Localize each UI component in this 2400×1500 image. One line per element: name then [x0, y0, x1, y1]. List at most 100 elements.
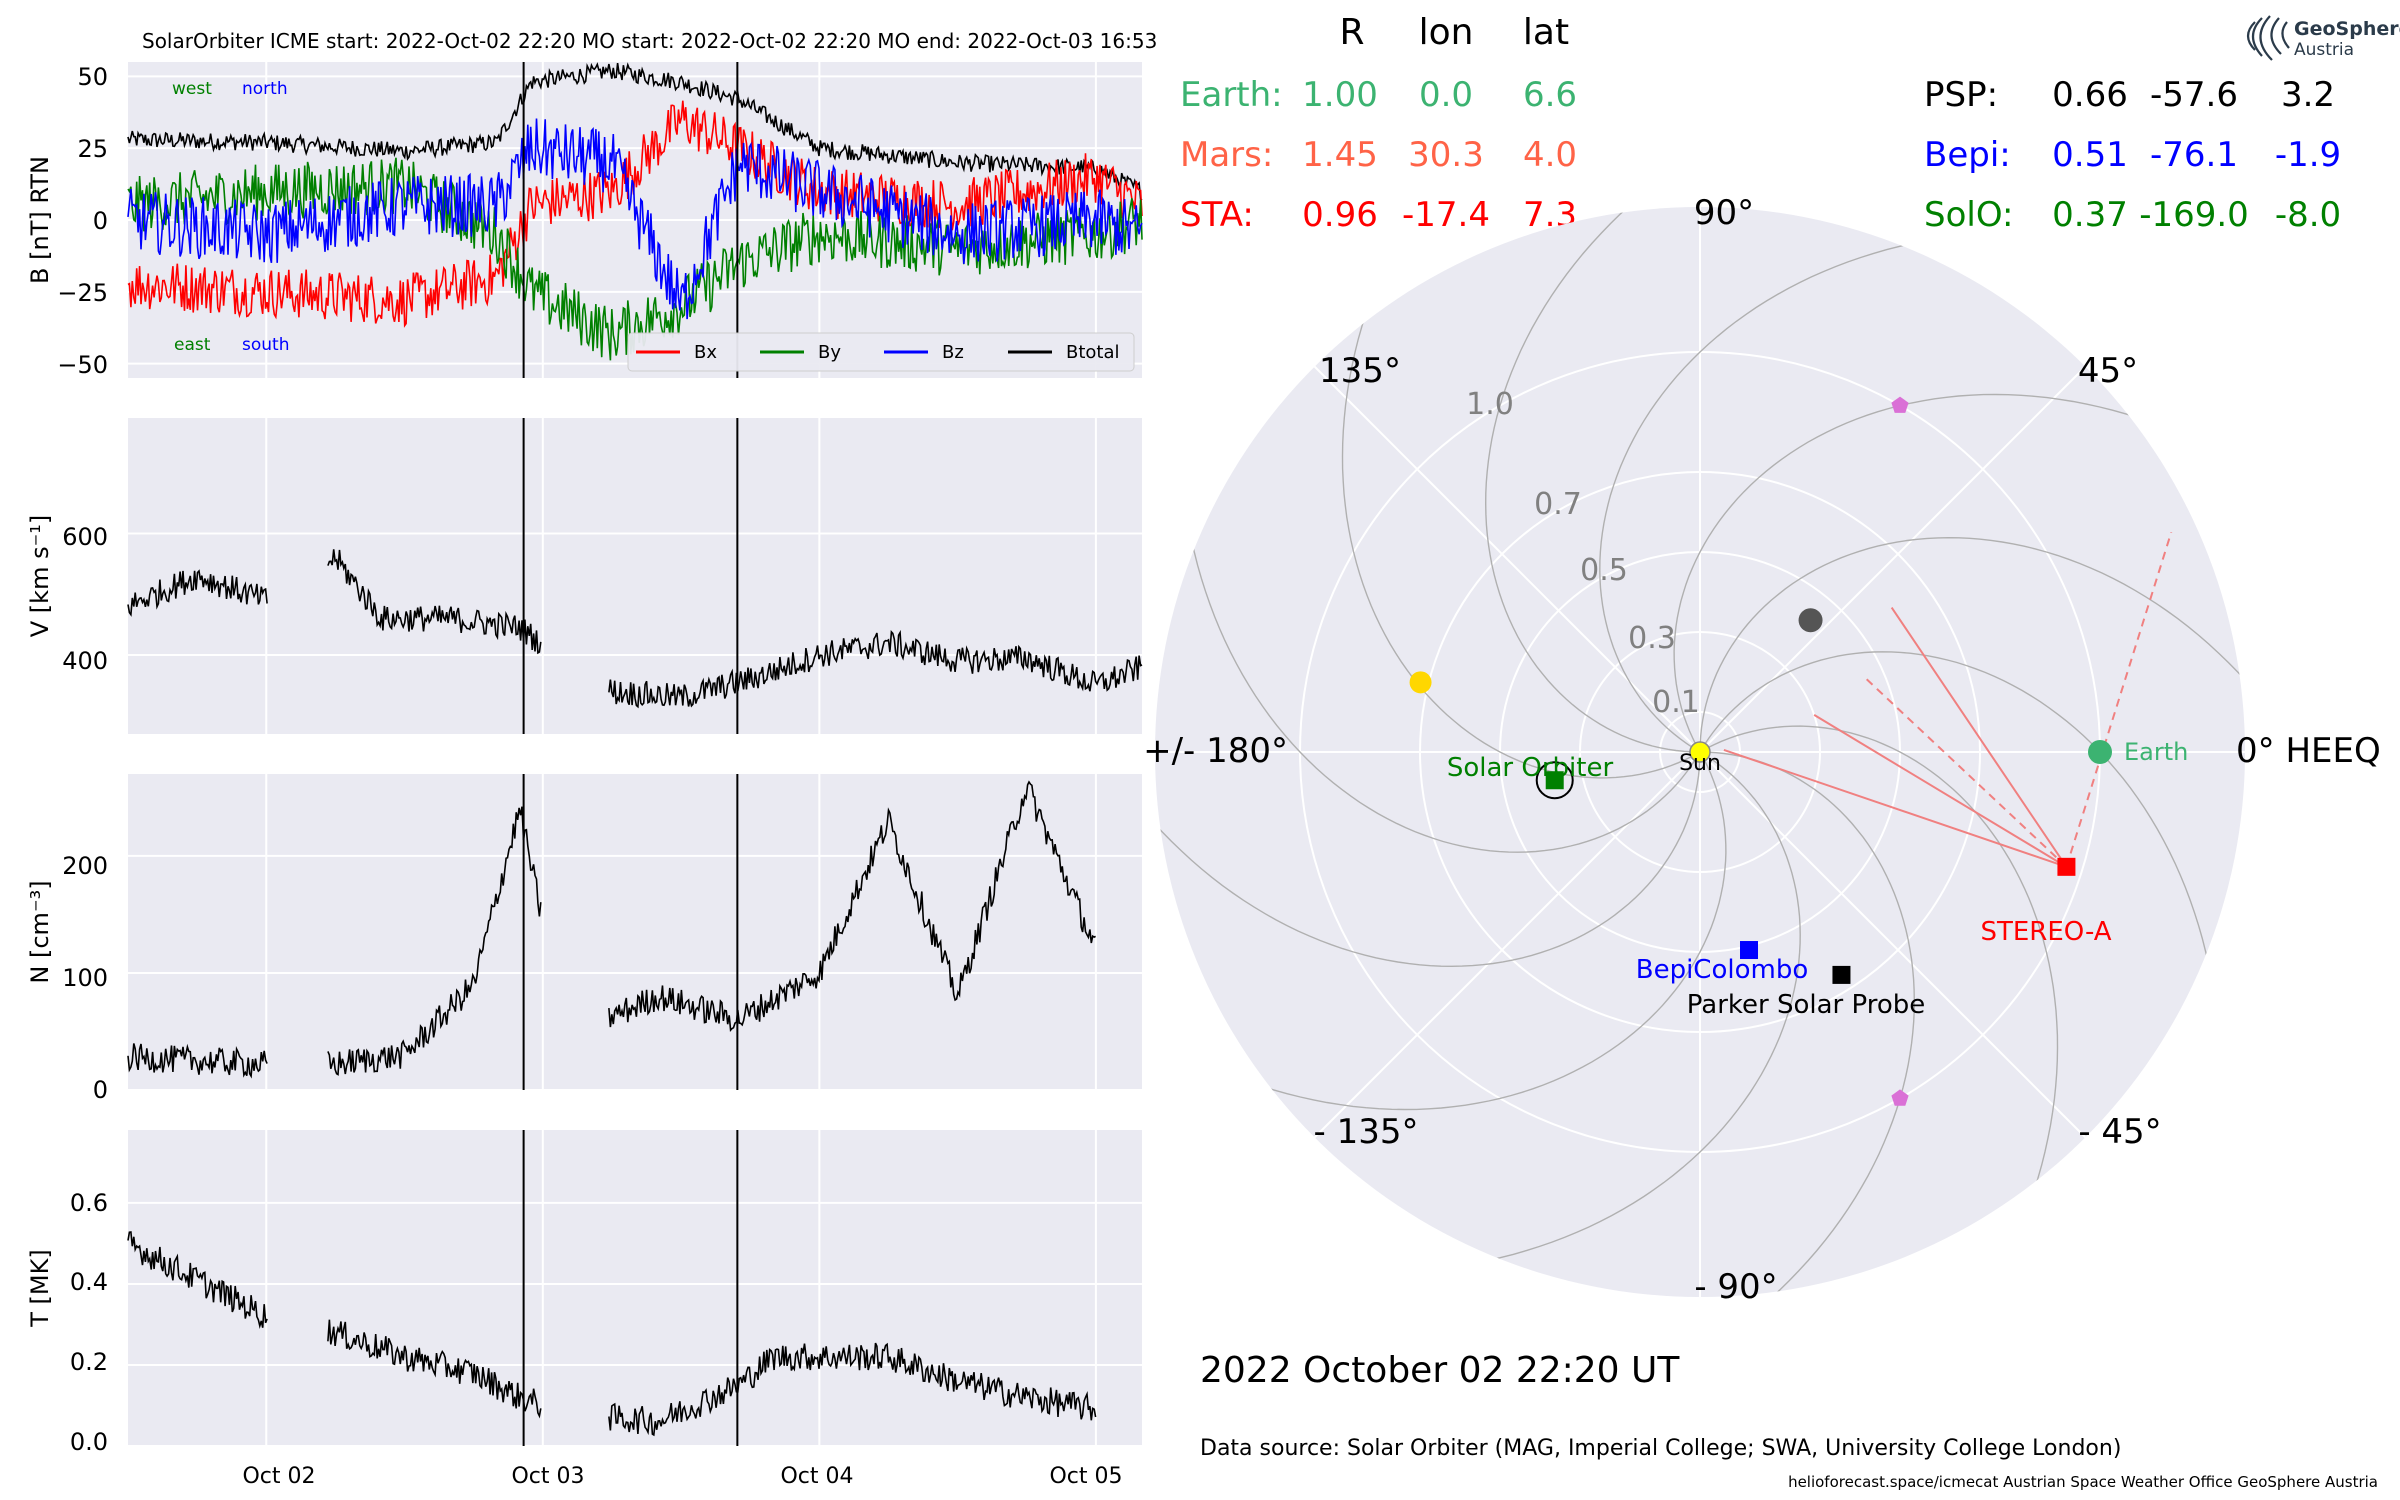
- earth-marker: [2088, 740, 2112, 764]
- right-row-0-lon: -57.6: [2150, 75, 2238, 115]
- data-series: [127, 62, 1143, 1437]
- label-stereo-a: STEREO-A: [1980, 917, 2111, 947]
- left-row-1-lon: 30.3: [1408, 135, 1484, 175]
- right-row-1-lon: -76.1: [2150, 135, 2238, 175]
- stereo-a-lines: [1723, 531, 2173, 868]
- spiral-8: [1183, 495, 1701, 853]
- footer-source: Data source: Solar Orbiter (MAG, Imperia…: [1200, 1436, 2121, 1461]
- rlabel-07: 0.7: [1534, 487, 1582, 522]
- right-row-2-lat: -8.0: [2275, 195, 2341, 235]
- angle-m135: - 135°: [1314, 1112, 1419, 1152]
- series-btotal: [127, 62, 1143, 201]
- label-north: north: [242, 79, 288, 99]
- logo-name: GeoSphere: [2294, 18, 2400, 40]
- angle-m90: - 90°: [1694, 1267, 1777, 1307]
- left-row-0-R: 1.00: [1302, 75, 1378, 115]
- rlabel-05: 0.5: [1580, 553, 1628, 588]
- tick-b-25: 25: [77, 135, 108, 163]
- left-row-1-name: Mars:: [1180, 135, 1273, 175]
- angle-135: 135°: [1319, 351, 1401, 391]
- left-row-2-lon: -17.4: [1402, 195, 1490, 235]
- solo-ring: [1535, 761, 1574, 800]
- right-row-0-R: 0.66: [2052, 75, 2128, 115]
- spiral-11: [1443, 751, 1801, 1269]
- left-row-2-R: 0.96: [1302, 195, 1378, 235]
- tick-n-100: 100: [62, 964, 108, 992]
- tick-n-0: 0: [93, 1076, 108, 1104]
- tick-b-m25: −25: [57, 279, 108, 307]
- rlabel-03: 0.3: [1628, 621, 1676, 656]
- psp-marker: [1832, 965, 1851, 984]
- series-n: [127, 780, 1096, 1079]
- time-series-panels: [127, 62, 1143, 1447]
- legend-bx: Bx: [694, 342, 717, 363]
- right-row-0-name: PSP:: [1924, 75, 1998, 115]
- tick-v-400: 400: [62, 647, 108, 675]
- spiral-6: [1484, 207, 1701, 753]
- sta-dash-0: [1862, 675, 2068, 868]
- label-earth: Earth: [2124, 738, 2188, 766]
- spiral-10: [1219, 751, 1727, 1111]
- spiral-2: [1699, 651, 2217, 1009]
- header-lon: lon: [1419, 12, 1474, 53]
- angle-180: +/- 180°: [1143, 731, 1288, 771]
- spiral-4: [1673, 393, 2181, 753]
- left-row-2-name: STA:: [1180, 195, 1254, 235]
- header-R: R: [1339, 12, 1364, 53]
- series-bz: [127, 118, 1143, 320]
- tick-t-04: 0.4: [70, 1268, 108, 1296]
- polar-marks: [1409, 396, 2112, 1106]
- tick-t-00: 0.0: [70, 1428, 108, 1456]
- logo-sub: Austria: [2294, 40, 2354, 60]
- angle-m45: - 45°: [2078, 1112, 2161, 1152]
- legend-by: By: [818, 342, 841, 363]
- label-solo: Solar Orbiter: [1447, 753, 1614, 783]
- sta-line-0: [1890, 607, 2068, 868]
- ylabel-b: B [nT] RTN: [26, 156, 54, 284]
- positions-left: Earth: 1.00 0.0 6.6 Mars: 1.45 30.3 4.0 STA: 0.96…: [1180, 75, 1577, 235]
- angle-90: 90°: [1694, 193, 1754, 233]
- right-row-1-lat: -1.9: [2275, 135, 2341, 175]
- positions-right: PSP: 0.66 -57.6 3.2 Bepi: 0.51 -76.1 -1.9 SolO: 0…: [1924, 75, 2341, 235]
- parker-spirals: [1155, 207, 2245, 1297]
- tick-t-06: 0.6: [70, 1189, 108, 1217]
- spiral-9: [1155, 751, 1701, 968]
- spoke-135: [1313, 365, 1701, 753]
- mercury-marker: [1798, 608, 1823, 633]
- bepi-marker: [1740, 941, 1759, 960]
- spoke-225: [1313, 751, 1701, 1139]
- ylabel-n: N [cm⁻³]: [26, 880, 54, 983]
- event-lines: [522, 62, 739, 1446]
- tick-n-200: 200: [62, 852, 108, 880]
- legend-bz: Bz: [942, 342, 964, 363]
- l4-marker: [1891, 396, 1909, 413]
- label-east: east: [174, 335, 211, 355]
- polar-plot: [1155, 207, 2245, 1297]
- sun-marker: [1689, 741, 1711, 763]
- xtick-oct04: Oct 04: [780, 1464, 853, 1489]
- spiral-5: [1599, 235, 1957, 753]
- tick-b-50: 50: [77, 63, 108, 91]
- right-row-2-R: 0.37: [2052, 195, 2128, 235]
- label-sun: Sun: [1679, 751, 1721, 776]
- sta-line-1: [1813, 714, 2067, 868]
- panel-n-background: [128, 774, 1142, 1090]
- spiral-0: [1699, 751, 1916, 1297]
- angle-0: 0° HEEQ: [2236, 731, 2381, 771]
- xtick-oct05: Oct 05: [1049, 1464, 1122, 1489]
- legend: Bx By Bz Btotal: [627, 332, 1135, 372]
- left-row-0-lat: 6.6: [1523, 75, 1577, 115]
- left-row-1-lat: 4.0: [1523, 135, 1577, 175]
- xtick-oct03: Oct 03: [511, 1464, 584, 1489]
- tick-t-02: 0.2: [70, 1348, 108, 1376]
- angle-45: 45°: [2078, 351, 2138, 391]
- solo-marker: [1545, 771, 1564, 790]
- sta-dash-1: [2065, 531, 2173, 868]
- rlabel-10: 1.0: [1466, 387, 1514, 422]
- tick-b-0: 0: [93, 207, 108, 235]
- left-row-0-lon: 0.0: [1419, 75, 1473, 115]
- label-bepi: BepiColombo: [1636, 955, 1809, 985]
- ylabel-v: V [km s⁻¹]: [26, 515, 54, 637]
- tick-b-m50: −50: [57, 351, 108, 379]
